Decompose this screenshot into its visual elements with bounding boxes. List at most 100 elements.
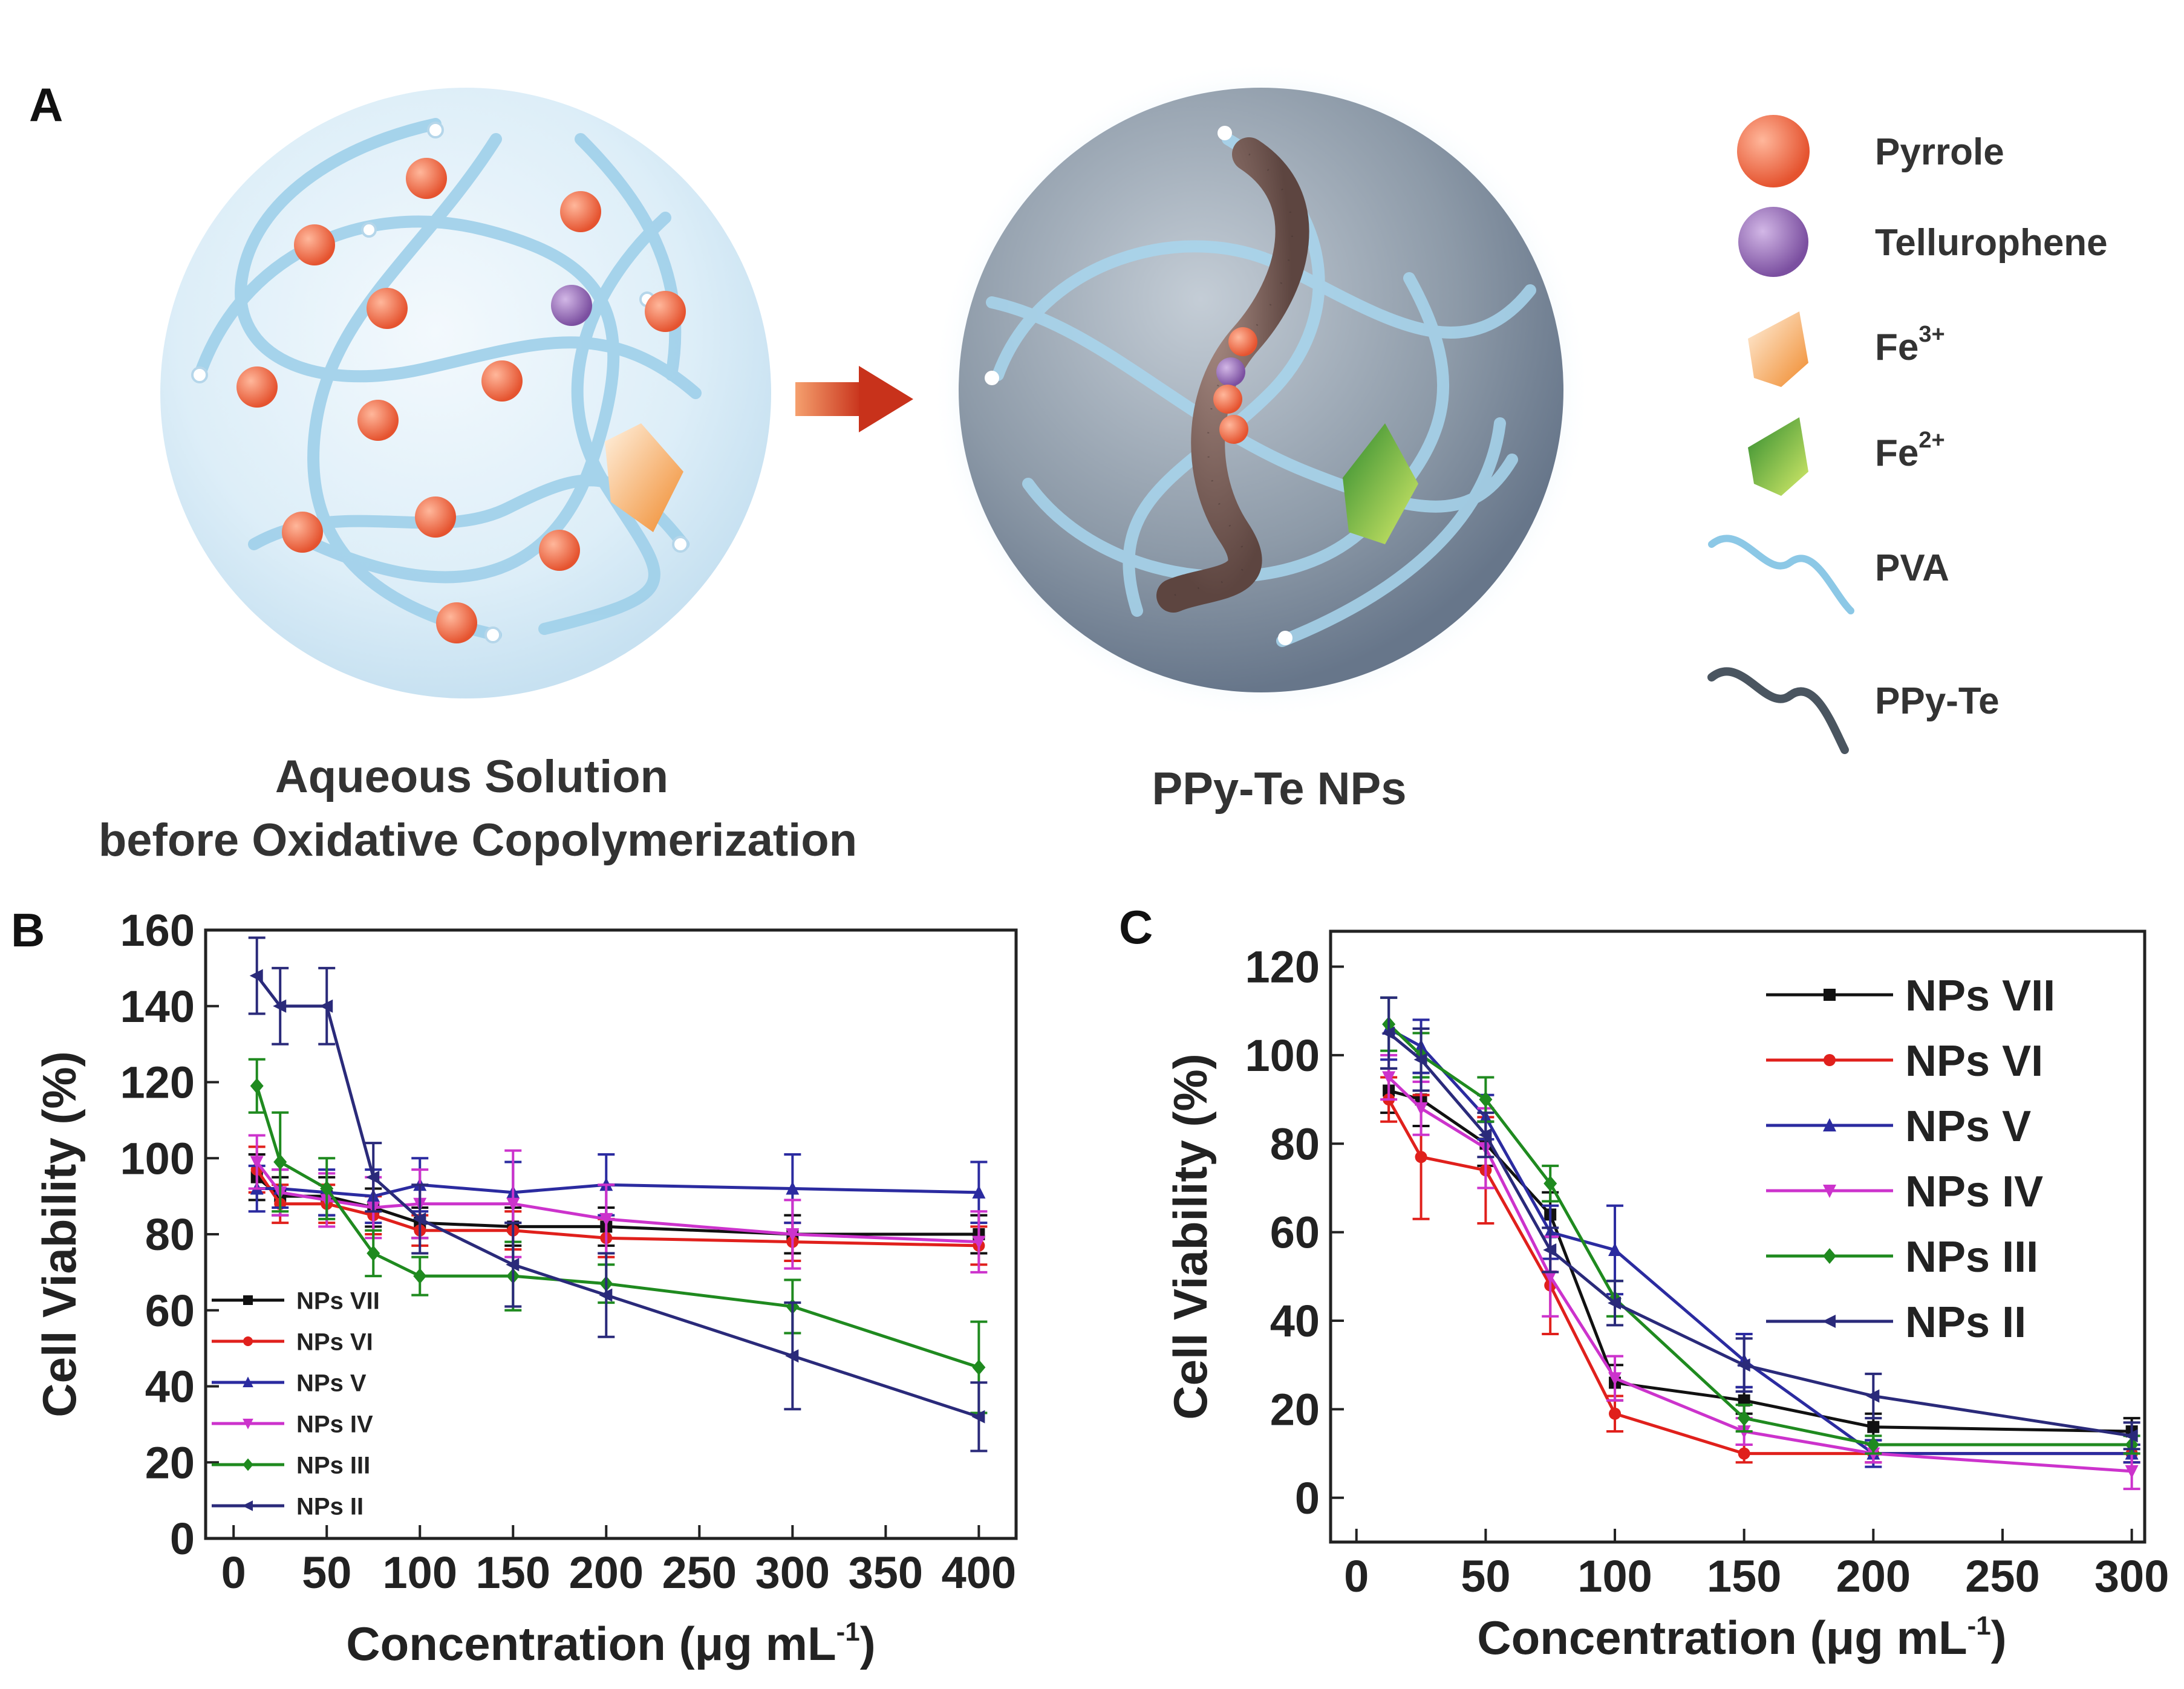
chart-c-line [1387, 1098, 2132, 1456]
chart-b-point [786, 1181, 800, 1195]
chart-b-point [367, 1245, 380, 1261]
chart-b-point [972, 1185, 986, 1199]
chart-b-xtick-label: 100 [383, 1547, 457, 1598]
chart-b-x-axis: 0 50 100 150 200 250 300 350 400 [221, 1525, 1016, 1598]
legend-pva: PVA [1708, 535, 1949, 614]
chart-c-xtick-label: 300 [2094, 1551, 2169, 1601]
purple-sphere-icon [1738, 207, 1808, 277]
chart-c-line [1387, 1076, 2132, 1473]
chart-c-point [1543, 1176, 1557, 1192]
chart-c-legend-item: NPs II [1766, 1298, 2026, 1347]
legend-fe2-label: Fe2+ [1875, 428, 1945, 474]
chart-b-ytick-label: 100 [120, 1133, 195, 1183]
chart-b-point [273, 1154, 287, 1170]
grey-chain-icon [1707, 667, 1849, 754]
legend-fe3-label: Fe3+ [1875, 322, 1945, 368]
chart-c-legend-marker [1824, 1054, 1836, 1066]
chart-c-point [1608, 1372, 1622, 1386]
legend-tellurophene-label: Tellurophene [1875, 222, 2108, 264]
chart-b-legend-label: NPs II [296, 1493, 363, 1520]
chart-c-y-axis: 0 20 40 60 80 100 120 [1245, 942, 1344, 1523]
chart-c-point [1415, 1151, 1427, 1163]
chart-b-ytick-label: 20 [145, 1437, 195, 1488]
chart-b-plot-area [248, 936, 988, 1453]
legend-ppy-te-label: PPy-Te [1875, 680, 2000, 722]
chart-b-ytick-label: 60 [145, 1286, 195, 1336]
chart-b-xtick-label: 0 [221, 1547, 246, 1598]
chart-b-point [412, 1212, 426, 1226]
chart-c-ytick-label: 120 [1245, 942, 1320, 992]
chart-b-xtick-label: 250 [662, 1547, 737, 1598]
chart-c-legend-label: NPs IV [1905, 1168, 2043, 1216]
chart-b-xtick-label: 300 [755, 1547, 830, 1598]
chart-c-point [1867, 1421, 1880, 1433]
chart-b-ytick-label: 140 [120, 981, 195, 1032]
chart-c-xtick-label: 250 [1965, 1551, 2039, 1601]
legend-fe3: Fe3+ [1748, 311, 1945, 387]
chart-c-ytick-label: 80 [1270, 1119, 1320, 1169]
chart-c-ytick-label: 60 [1270, 1208, 1320, 1258]
chart-c-xtick-label: 100 [1577, 1551, 1652, 1601]
chart-b-legend-marker [243, 1419, 253, 1430]
chart-c-point [1866, 1436, 1880, 1453]
schematic-legend: Pyrrole Tellurophene Fe3+ Fe2+ PVA PPy-T… [1707, 115, 2108, 754]
chart-b-xtick-label: 50 [302, 1547, 351, 1598]
chart-b-point [972, 1235, 986, 1249]
panel-label-c: C [1119, 900, 1153, 954]
chart-b-legend-marker [243, 1295, 253, 1305]
chart-b-legend-item: NPs VII [212, 1287, 380, 1314]
chart-b-ytick-label: 160 [120, 905, 195, 955]
chart-b-legend-marker [243, 1336, 253, 1346]
chart-c-legend-marker [1823, 1118, 1836, 1131]
right-caption: PPy-Te NPs [1152, 763, 1407, 815]
chart-c-legend-marker [1824, 989, 1836, 1001]
chart-b-legend-label: NPs IV [296, 1411, 373, 1437]
chart-c-x-axis: 0 50 100 150 200 250 300 [1344, 1529, 2169, 1601]
chart-c-point [1478, 1128, 1492, 1142]
chart-c-line [1388, 1089, 2132, 1433]
chart-b-point [599, 1212, 613, 1226]
chart-b-legend-marker [243, 1376, 253, 1387]
legend-fe2: Fe2+ [1748, 417, 1945, 496]
chart-c-point [1608, 1296, 1622, 1310]
chart-b-legend-label: NPs V [296, 1370, 367, 1396]
orange-crystal-icon [1748, 311, 1808, 387]
aqueous-solution-sphere [160, 88, 771, 698]
chart-b-legend-label: NPs VI [296, 1329, 373, 1355]
chart-b-ytick-label: 0 [170, 1514, 195, 1564]
chart-c-legend-item: NPs IV [1766, 1168, 2043, 1216]
chart-b-xtick-label: 350 [849, 1547, 923, 1598]
chart-b-xtick-label: 200 [569, 1547, 644, 1598]
chart-b-point [250, 1078, 264, 1094]
chart-c-point [1609, 1407, 1622, 1420]
chart-c-point [1543, 1243, 1557, 1257]
chart-b-legend-marker [243, 1458, 253, 1471]
chart-c-legend: NPs VII NPs VI NPs V NPs IV NPs III NPs II [1766, 972, 2055, 1347]
chart-c-point [1738, 1394, 1750, 1407]
chart-c-ytick-label: 100 [1245, 1030, 1320, 1081]
chart-c-xtick-label: 50 [1461, 1551, 1510, 1601]
chart-c-line [1387, 1023, 2132, 1447]
chart-c-legend-label: NPs V [1905, 1102, 2031, 1151]
legend-ppy-te: PPy-Te [1707, 667, 2000, 754]
chart-b-legend-item: NPs VI [212, 1329, 373, 1355]
chart-b-point [506, 1258, 520, 1272]
chart-c-legend-label: NPs VI [1905, 1037, 2043, 1085]
chart-panel-b: B 0 20 40 60 80 100 120 140 160 0 50 100 150 200 250 3… [11, 903, 1018, 1670]
chart-c-point [1413, 1053, 1427, 1067]
chart-b-point [786, 1228, 800, 1242]
chart-c-frame [1329, 929, 2147, 1544]
chart-b-xtick-label: 400 [942, 1547, 1016, 1598]
chart-c-legend-marker [1822, 1315, 1836, 1328]
chart-c-ylabel: Cell Viability (%) [1164, 1053, 1217, 1419]
chart-c-legend-item: NPs VI [1766, 1037, 2043, 1085]
chart-panel-c: C 0 20 40 60 80 100 120 0 50 100 150 200 250 300 Cel… [1119, 900, 2169, 1664]
chart-b-legend-item: NPs III [212, 1452, 370, 1479]
left-caption-line2: before Oxidative Copolymerization [99, 815, 857, 866]
chart-c-point [2125, 1465, 2139, 1479]
blue-chain-icon [1708, 535, 1854, 614]
chart-c-point [1866, 1389, 1880, 1403]
chart-b-ytick-label: 40 [145, 1362, 195, 1412]
panel-label-a: A [29, 78, 63, 131]
chart-b-ytick-label: 120 [120, 1058, 195, 1108]
